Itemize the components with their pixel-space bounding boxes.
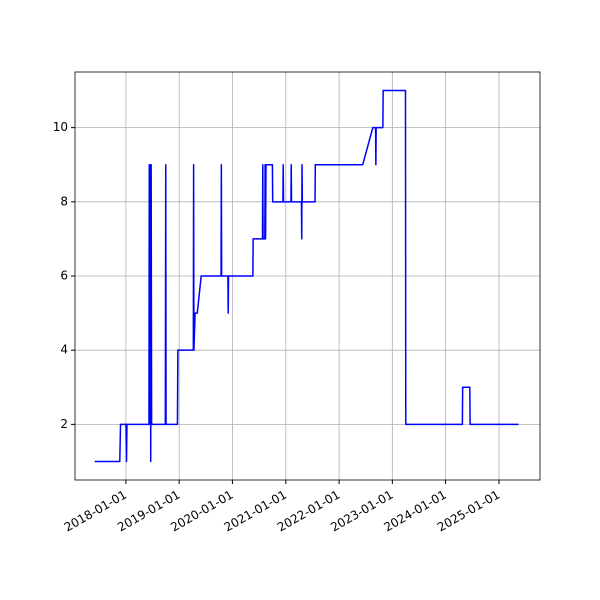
y-tick-label: 6	[60, 269, 68, 283]
y-tick-label: 4	[60, 343, 68, 357]
data-line	[94, 89, 519, 463]
y-tick-label: 8	[60, 194, 68, 208]
y-tick-label: 2	[60, 417, 68, 431]
plot-frame	[74, 71, 541, 481]
y-tick-label: 10	[53, 120, 68, 134]
